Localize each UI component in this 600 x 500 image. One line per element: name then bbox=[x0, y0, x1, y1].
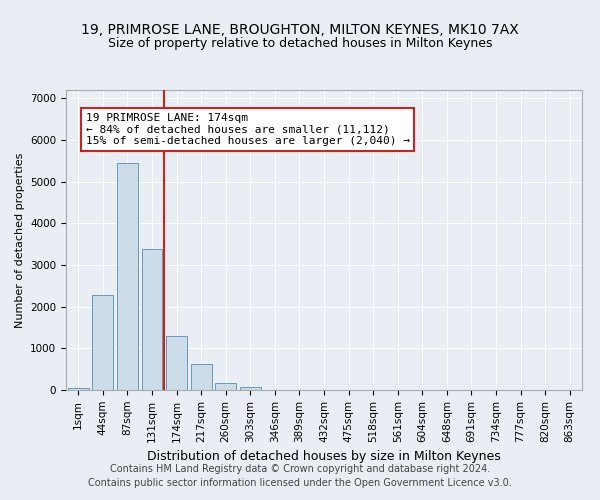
Text: 19 PRIMROSE LANE: 174sqm
← 84% of detached houses are smaller (11,112)
15% of se: 19 PRIMROSE LANE: 174sqm ← 84% of detach… bbox=[86, 113, 410, 146]
Bar bbox=[215, 384, 236, 390]
X-axis label: Distribution of detached houses by size in Milton Keynes: Distribution of detached houses by size … bbox=[147, 450, 501, 463]
Y-axis label: Number of detached properties: Number of detached properties bbox=[14, 152, 25, 328]
Bar bbox=[68, 388, 89, 390]
Bar bbox=[92, 296, 113, 390]
Text: 19, PRIMROSE LANE, BROUGHTON, MILTON KEYNES, MK10 7AX: 19, PRIMROSE LANE, BROUGHTON, MILTON KEY… bbox=[81, 22, 519, 36]
Bar bbox=[142, 249, 163, 390]
Bar bbox=[166, 336, 187, 390]
Text: Contains HM Land Registry data © Crown copyright and database right 2024.
Contai: Contains HM Land Registry data © Crown c… bbox=[88, 464, 512, 487]
Bar bbox=[240, 386, 261, 390]
Bar bbox=[191, 364, 212, 390]
Bar bbox=[117, 163, 138, 390]
Text: Size of property relative to detached houses in Milton Keynes: Size of property relative to detached ho… bbox=[108, 38, 492, 51]
